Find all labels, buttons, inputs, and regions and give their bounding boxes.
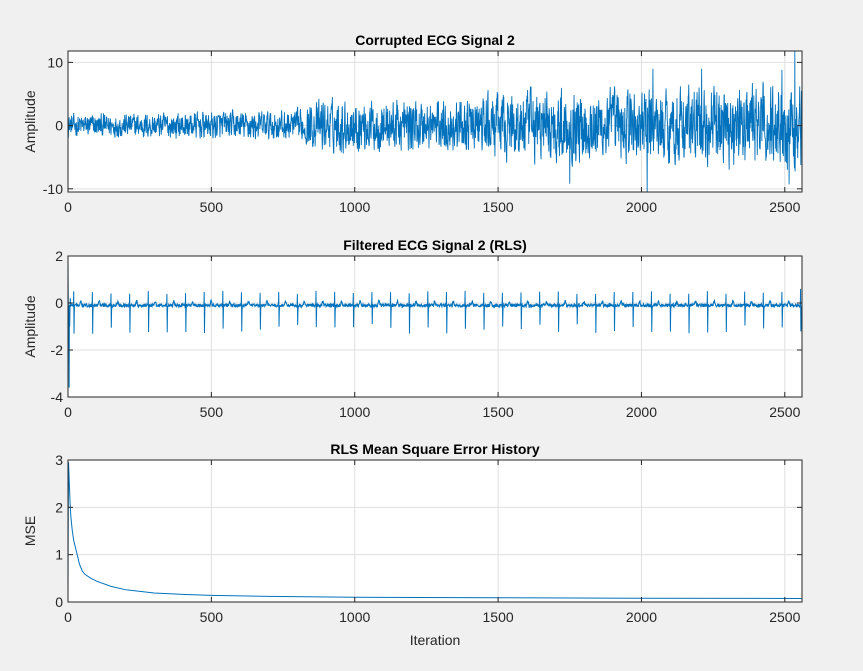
x-tick-label: 1500: [483, 609, 514, 625]
y-tick-label: 1: [55, 547, 63, 563]
x-tick-label: 2500: [769, 609, 800, 625]
x-tick-label: 500: [200, 609, 224, 625]
x-axis-label: Iteration: [410, 632, 461, 648]
y-tick-label: 0: [55, 118, 63, 134]
series-line: [68, 51, 802, 192]
x-tick-label: 1500: [483, 199, 514, 215]
chart-title: RLS Mean Square Error History: [330, 441, 539, 457]
x-tick-label: 2500: [769, 199, 800, 215]
x-tick-label: 1000: [339, 609, 370, 625]
x-tick-label: 2500: [769, 404, 800, 420]
x-tick-label: 1500: [483, 404, 514, 420]
x-tick-label: 2000: [626, 199, 657, 215]
subplot-3: 0 500 1000 1500 2000 2500 3 2 1 0 RLS Mean Square …: [22, 441, 803, 648]
y-tick-label: 0: [55, 295, 63, 311]
chart-title: Filtered ECG Signal 2 (RLS): [343, 237, 527, 253]
chart-title: Corrupted ECG Signal 2: [355, 32, 515, 48]
y-tick-label: -10: [43, 181, 63, 197]
y-tick-label: 10: [47, 54, 63, 70]
x-tick-label: 0: [64, 199, 72, 215]
y-axis-label: MSE: [22, 516, 38, 546]
y-tick-label: 0: [55, 594, 63, 610]
x-tick-label: 500: [200, 404, 224, 420]
x-tick-label: 500: [200, 199, 224, 215]
x-tick-label: 2000: [626, 404, 657, 420]
plot-area: [68, 256, 802, 397]
axes-box: [67, 50, 803, 193]
series-line: [68, 462, 802, 599]
y-tick-label: 2: [55, 499, 63, 515]
y-axis-label: Amplitude: [22, 295, 38, 357]
y-tick-label: 2: [55, 248, 63, 264]
x-tick-label: 1000: [339, 199, 370, 215]
plot-area: [68, 460, 802, 602]
x-tick-label: 2000: [626, 609, 657, 625]
y-tick-label: 3: [55, 452, 63, 468]
axes-box: [67, 255, 803, 398]
series-line: [68, 260, 802, 388]
y-tick-label: -4: [51, 389, 64, 405]
axes-box: [67, 459, 803, 603]
x-tick-label: 0: [64, 609, 72, 625]
y-tick-label: -2: [51, 342, 64, 358]
y-axis-label: Amplitude: [22, 90, 38, 152]
x-tick-label: 1000: [339, 404, 370, 420]
subplot-2: 0 500 1000 1500 2000 2500 2 0 -2 -4 Filtered ECG S…: [22, 237, 803, 420]
x-tick-label: 0: [64, 404, 72, 420]
